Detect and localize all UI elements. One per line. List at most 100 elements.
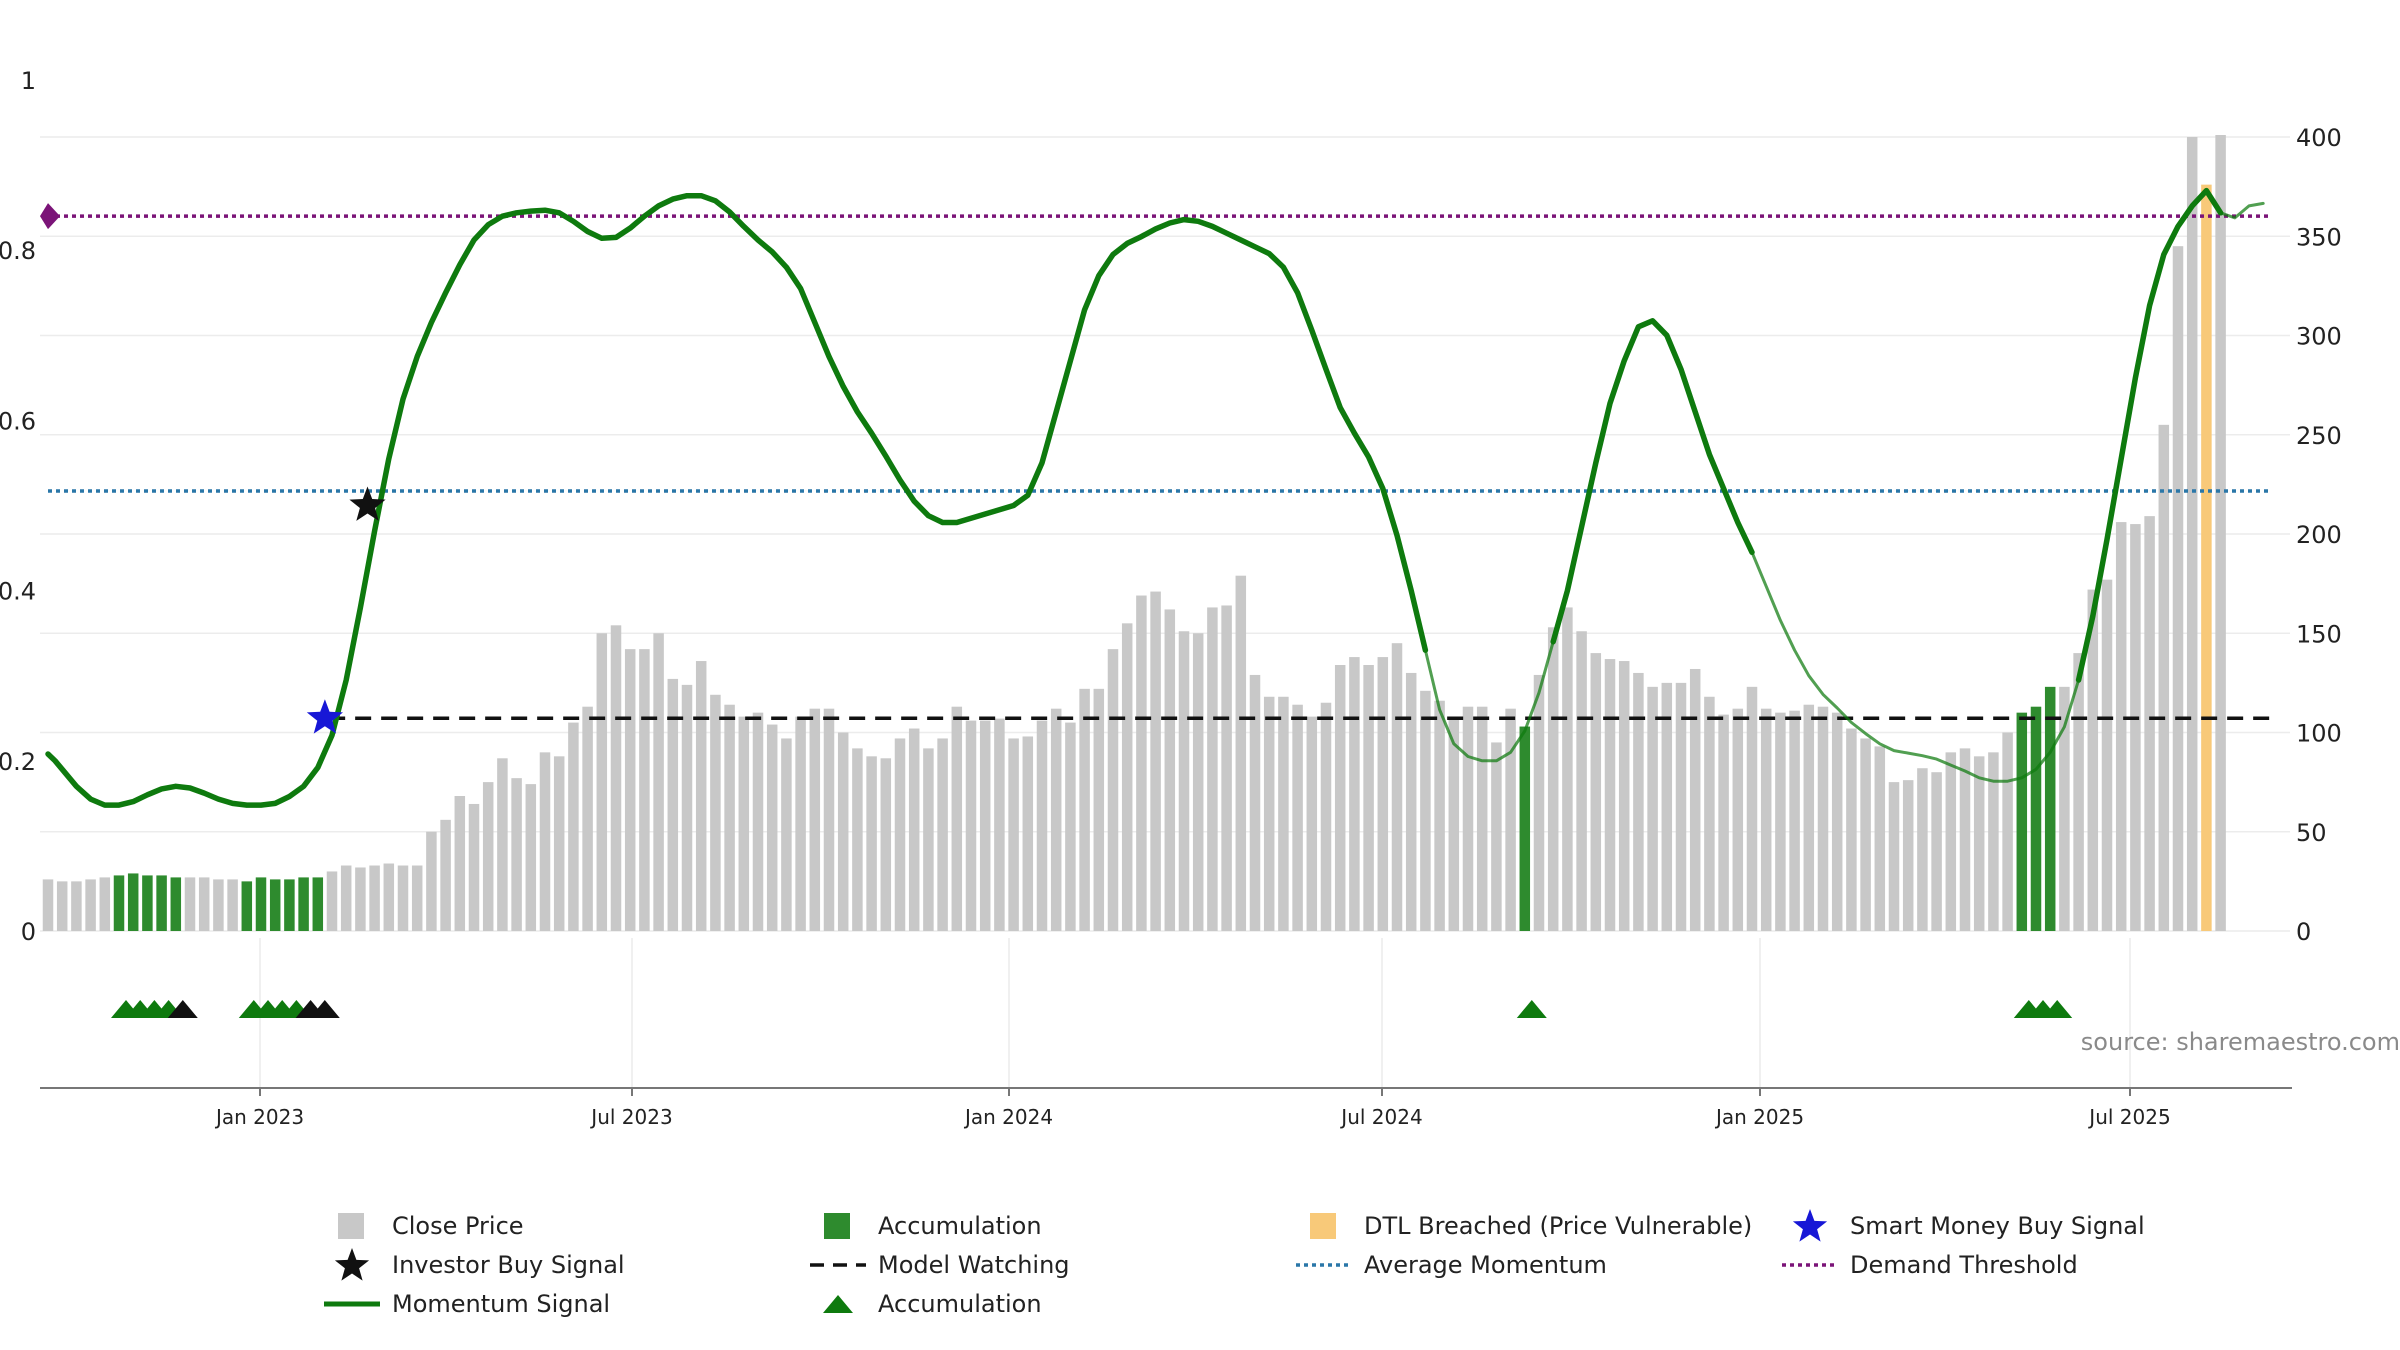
price-bar xyxy=(1377,657,1389,931)
legend-symbol xyxy=(338,1213,364,1239)
legend-symbol xyxy=(1310,1213,1336,1239)
price-bar xyxy=(156,875,167,931)
price-bar xyxy=(255,877,267,931)
price-bar xyxy=(880,758,892,931)
price-bar xyxy=(298,877,309,931)
left-axis-tick: 0.6 xyxy=(0,407,36,435)
left-axis-tick: 0.4 xyxy=(0,578,36,606)
signal-markers xyxy=(306,486,386,734)
price-bar xyxy=(1689,668,1701,931)
price-bar xyxy=(1150,591,1161,931)
price-bar xyxy=(1718,714,1729,931)
price-bar xyxy=(340,865,352,931)
price-bar xyxy=(1476,706,1488,931)
price-bar xyxy=(227,879,238,931)
price-bar xyxy=(1746,686,1758,931)
price-bar xyxy=(1065,722,1076,931)
price-bar xyxy=(1902,780,1914,931)
left-axis-tick: 1 xyxy=(21,67,36,95)
legend-label: Accumulation xyxy=(878,1290,1042,1318)
right-axis-tick: 100 xyxy=(2296,720,2342,748)
smart-money-buy-star xyxy=(306,699,343,734)
price-bar xyxy=(1263,696,1275,931)
price-bar xyxy=(1363,665,1374,931)
price-bar xyxy=(1803,704,1815,931)
legend-item: Investor Buy Signal xyxy=(320,1247,625,1283)
price-bar xyxy=(2115,522,2127,931)
price-bar xyxy=(1888,782,1900,931)
price-bar xyxy=(2101,579,2113,931)
price-bar xyxy=(1789,710,1800,931)
price-bar xyxy=(1491,742,1502,931)
gridlines xyxy=(40,136,2290,932)
right-axis-tick: 400 xyxy=(2296,124,2342,152)
price-bar xyxy=(1959,748,1971,931)
price-bar xyxy=(397,865,409,931)
legend-item: Accumulation xyxy=(806,1208,1042,1244)
momentum-line-faded xyxy=(1423,640,1555,763)
momentum-line xyxy=(2075,187,2224,683)
price-bar xyxy=(1022,736,1034,931)
price-bar xyxy=(1945,752,1957,931)
legend-label: Average Momentum xyxy=(1364,1251,1607,1279)
price-bar xyxy=(1973,756,1985,931)
price-bar xyxy=(1618,661,1630,931)
legend-symbol xyxy=(1296,1263,1352,1267)
price-bar xyxy=(951,706,963,931)
price-bar xyxy=(1562,607,1573,931)
legend-label: Smart Money Buy Signal xyxy=(1850,1212,2145,1240)
price-bar xyxy=(1107,649,1119,931)
price-bar xyxy=(99,877,111,931)
price-bar xyxy=(1917,768,1928,931)
price-bar xyxy=(2144,516,2155,931)
right-axis-tick: 0 xyxy=(2296,918,2311,946)
price-bar xyxy=(85,879,96,931)
price-bar xyxy=(639,649,650,931)
price-bar xyxy=(908,728,920,931)
legend-item: Momentum Signal xyxy=(320,1286,610,1322)
price-bar xyxy=(653,633,664,931)
legend-symbol xyxy=(824,1213,850,1239)
legend-item: Average Momentum xyxy=(1292,1247,1607,1283)
price-bar xyxy=(1604,659,1616,931)
price-bar xyxy=(1462,706,1474,931)
price-bar xyxy=(269,879,281,931)
price-bar xyxy=(127,873,139,931)
price-bar xyxy=(610,625,622,931)
right-axis-tick: 200 xyxy=(2296,521,2342,549)
price-bar xyxy=(1732,708,1744,931)
price-bar xyxy=(582,706,593,931)
price-bar xyxy=(241,881,253,931)
price-bar xyxy=(1675,682,1687,931)
legend-item: Accumulation xyxy=(806,1286,1042,1322)
price-bar xyxy=(894,738,906,931)
price-bar xyxy=(1931,772,1942,931)
legend-item: Smart Money Buy Signal xyxy=(1778,1208,2145,1244)
price-bar xyxy=(2044,686,2056,931)
price-bar xyxy=(1235,575,1247,931)
momentum-signal xyxy=(45,187,2265,808)
price-bar xyxy=(1405,672,1417,931)
price-bar xyxy=(937,738,948,931)
price-bar xyxy=(1136,595,1147,931)
price-bar xyxy=(823,708,835,931)
price-bar xyxy=(1320,702,1332,931)
price-bar xyxy=(965,720,977,931)
price-bar xyxy=(525,784,537,931)
price-bar xyxy=(2158,424,2170,931)
momentum-line xyxy=(45,192,1429,808)
legend-label: Momentum Signal xyxy=(392,1290,611,1318)
price-bar xyxy=(2201,184,2212,931)
legend-symbol xyxy=(324,1301,380,1307)
price-bar xyxy=(1590,653,1602,931)
momentum-line xyxy=(1550,318,1755,645)
price-bar xyxy=(284,879,295,931)
price-bar xyxy=(568,722,579,931)
price-bar xyxy=(809,708,821,931)
price-bar xyxy=(1292,704,1303,931)
price-bar xyxy=(695,661,707,931)
price-bar xyxy=(1192,633,1204,931)
price-bar xyxy=(511,778,522,931)
price-bar xyxy=(766,724,778,931)
price-bar xyxy=(1121,623,1133,931)
